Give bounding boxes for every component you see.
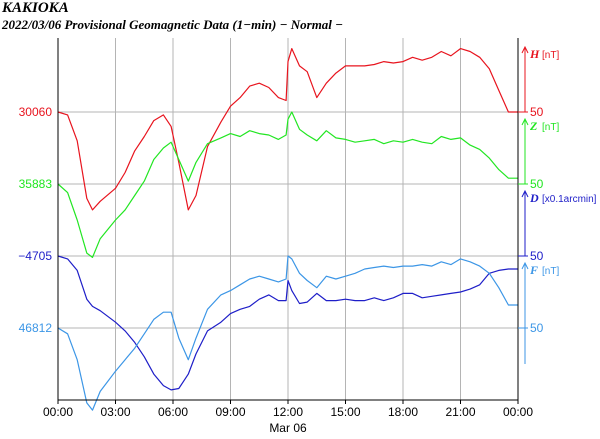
scale-arrow-f bbox=[521, 261, 529, 270]
plot-labels: 00:00 03:00 06:00 09:00 12:00 15:00 18:00 21:00… bbox=[18, 47, 596, 435]
scale-label-f: 50 bbox=[530, 321, 544, 335]
scale-arrow-d bbox=[521, 189, 529, 198]
x-tick-label: 15:00 bbox=[330, 405, 360, 419]
component-unit-d: [x0.1arcmin] bbox=[542, 194, 597, 205]
series-line-d bbox=[57, 255, 518, 391]
component-unit-z: [nT] bbox=[542, 122, 559, 133]
scale-arrow-z bbox=[521, 117, 529, 126]
x-tick-label: 21:00 bbox=[445, 405, 475, 419]
baseline-label-z: 35883 bbox=[19, 177, 53, 191]
chart-title-block: KAKIOKA 2022/03/06 Provisional Geomagnet… bbox=[2, 0, 343, 32]
x-tick-label: 06:00 bbox=[158, 405, 188, 419]
component-name-d: D bbox=[529, 191, 539, 205]
plot-grid bbox=[58, 38, 518, 400]
chart-subtitle: 2022/03/06 Provisional Geomagnetic Data … bbox=[2, 17, 344, 32]
component-unit-h: [nT] bbox=[542, 50, 559, 61]
baseline-label-f: 46812 bbox=[19, 321, 53, 335]
x-tick-label: 03:00 bbox=[100, 405, 130, 419]
x-tick-label: 00:00 bbox=[43, 405, 73, 419]
component-name-z: Z bbox=[529, 119, 538, 133]
scale-label-d: 50 bbox=[530, 249, 544, 263]
plot-frame bbox=[57, 38, 529, 404]
x-tick-label: 12:00 bbox=[273, 405, 303, 419]
x-tick-label: 00:00 bbox=[503, 405, 533, 419]
x-tick-label: 18:00 bbox=[388, 405, 418, 419]
series-line-h bbox=[57, 48, 518, 211]
station-title: KAKIOKA bbox=[2, 0, 69, 16]
scale-label-h: 50 bbox=[530, 105, 544, 119]
series-line-f bbox=[57, 255, 518, 411]
plot-series bbox=[57, 48, 518, 411]
scale-arrow-h bbox=[521, 45, 529, 54]
component-name-h: H bbox=[529, 47, 540, 61]
baseline-label-h: 30060 bbox=[19, 105, 53, 119]
x-axis-label: Mar 06 bbox=[269, 421, 307, 435]
scale-label-z: 50 bbox=[530, 177, 544, 191]
component-name-f: F bbox=[529, 263, 538, 277]
baseline-label-d: −4705 bbox=[18, 249, 52, 263]
component-unit-f: [nT] bbox=[542, 266, 559, 277]
x-tick-label: 09:00 bbox=[215, 405, 245, 419]
series-line-z bbox=[57, 111, 518, 258]
